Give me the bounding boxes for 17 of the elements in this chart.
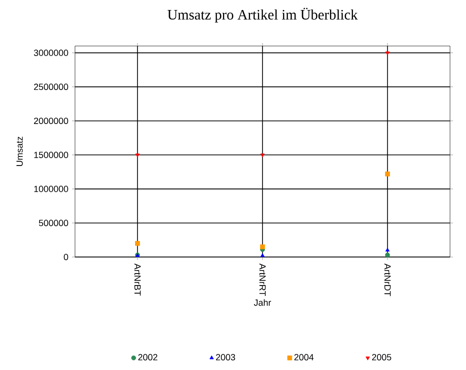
y-tick-label: 1500000 <box>34 152 68 158</box>
y-tick-label: 500000 <box>38 220 68 226</box>
x-tick-label: ArtNrDT <box>384 264 391 296</box>
y-axis-title: Umsatz <box>16 136 23 166</box>
y-tick-label: 1000000 <box>34 186 68 192</box>
legend-label: 2003 <box>216 354 236 360</box>
legend-label: 2002 <box>138 354 158 360</box>
y-tick-label: 0 <box>64 254 68 260</box>
legend-label: 2004 <box>294 354 314 360</box>
chart-title: Umsatz pro Artikel im Überblick <box>168 8 358 22</box>
y-tick-label: 2000000 <box>34 118 68 124</box>
x-tick-label: ArtNrBT <box>134 264 141 296</box>
x-tick-label: ArtNrRT <box>259 264 266 296</box>
x-axis-title: Jahr <box>254 299 272 306</box>
y-tick-label: 2500000 <box>34 84 68 90</box>
legend-label: 2005 <box>372 354 392 360</box>
y-tick-label: 3000000 <box>34 50 68 56</box>
